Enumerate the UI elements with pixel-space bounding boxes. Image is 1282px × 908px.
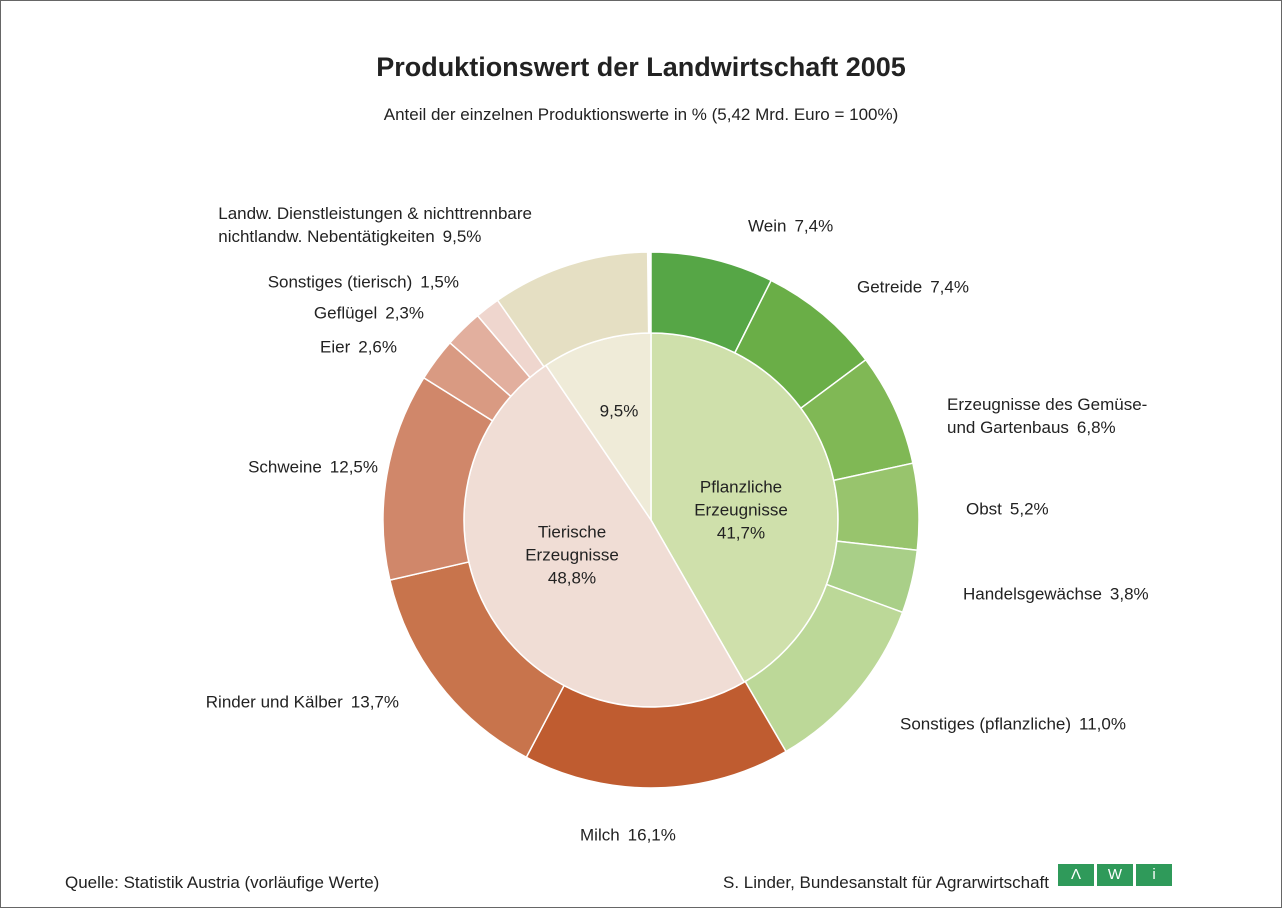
value-label: 2,6%	[358, 337, 397, 357]
value-label: 2,3%	[385, 303, 424, 323]
source: Quelle: Statistik Austria (vorläufige We…	[65, 873, 380, 892]
outer-label: Rinder und Kälber 13,7%	[206, 691, 399, 714]
chart-title: Produktionswert der Landwirtschaft 2005	[376, 52, 906, 82]
category-label: Sonstiges (tierisch)	[267, 272, 413, 292]
value-label: 5,2%	[1009, 499, 1049, 519]
category-label: Handelsgewächse	[963, 584, 1102, 604]
category-label: Geflügel	[313, 303, 378, 323]
outer-label: Sonstiges (pflanzliche) 11,0%	[900, 713, 1126, 736]
value-label: 6,8%	[1076, 418, 1116, 437]
category-label: Pflanzliche Erzeugnisse	[694, 477, 788, 520]
value-label: 41,7%	[716, 523, 766, 543]
category-label: Rinder und Kälber	[205, 692, 343, 712]
outer-label: Milch 16,1%	[580, 824, 676, 847]
outer-label: Handelsgewächse 3,8%	[963, 583, 1149, 606]
slice	[496, 251, 650, 368]
value-label: 1,5%	[420, 272, 459, 292]
inner-label: Tierische Erzeugnisse 48,8%	[525, 521, 619, 590]
category-label: Landw. Dienstleistungen & nichttrennbare…	[218, 204, 532, 246]
logo: i	[1136, 864, 1172, 886]
value-label: 13,7%	[350, 692, 399, 712]
outer-label: Wein 7,4%	[748, 215, 833, 238]
outer-label: Getreide 7,4%	[857, 276, 969, 299]
outer-label: Eier 2,6%	[320, 336, 397, 359]
value-label: 12,5%	[329, 457, 378, 477]
outer-label: Erzeugnisse des Gemüse- und Gartenbaus 6,…	[947, 393, 1147, 439]
outer-label: Schweine 12,5%	[248, 456, 378, 479]
inner-label: Pflanzliche Erzeugnisse 41,7%	[694, 476, 788, 545]
outer-label: Landw. Dienstleistungen & nichttrennbare…	[218, 202, 532, 248]
inner-label: 9,5%	[600, 400, 639, 423]
value-label: 48,8%	[547, 568, 597, 588]
category-label: Obst	[966, 499, 1002, 519]
category-label: Eier	[320, 337, 351, 357]
value-label: 7,4%	[794, 216, 834, 236]
category-label: Getreide	[857, 277, 923, 297]
category-label: Erzeugnisse des Gemüse- und Gartenbaus	[947, 395, 1148, 437]
category-label: Schweine	[248, 457, 322, 477]
category-label: Tierische Erzeugnisse	[525, 522, 619, 565]
chart-subtitle: Anteil der einzelnen Produktionswerte in…	[383, 105, 899, 124]
value-label: 16,1%	[627, 825, 676, 845]
author: S. Linder, Bundesanstalt für Agrarwirtsc…	[722, 873, 1049, 892]
value-label: 11,0%	[1079, 714, 1126, 734]
value-label: 9,5%	[442, 227, 482, 246]
category-label: Sonstiges (pflanzliche)	[900, 714, 1072, 734]
logo: Λ	[1058, 864, 1094, 886]
logo: W	[1097, 864, 1133, 886]
category-label: Wein	[748, 216, 787, 236]
value-label: 3,8%	[1109, 584, 1149, 604]
outer-label: Geflügel 2,3%	[314, 302, 424, 325]
category-label: Milch	[580, 825, 620, 845]
value-label: 9,5%	[599, 401, 639, 421]
outer-label: Sonstiges (tierisch) 1,5%	[268, 271, 459, 294]
value-label: 7,4%	[930, 277, 969, 297]
outer-label: Obst 5,2%	[966, 498, 1049, 521]
